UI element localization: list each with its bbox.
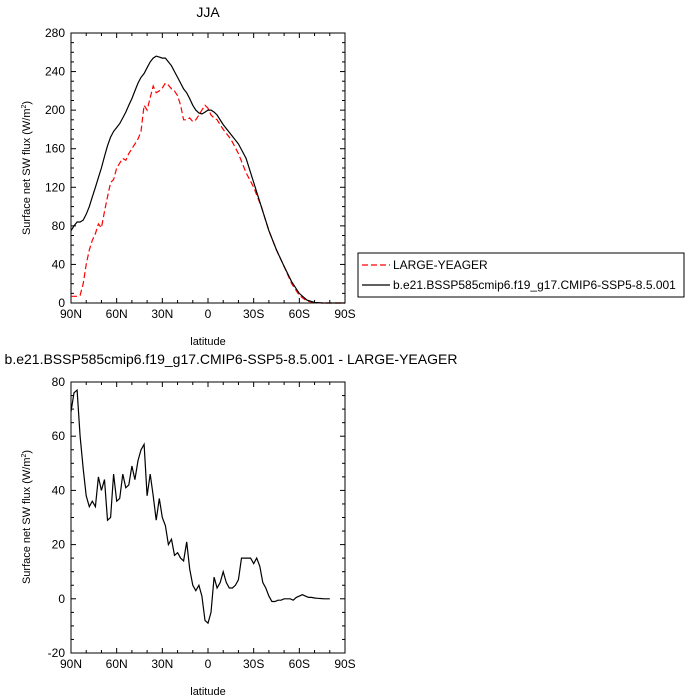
- x-tick-label-90s: 90S: [334, 307, 355, 321]
- x-tick-label-30n: 30N: [151, 657, 173, 671]
- chart-title: JJA: [196, 4, 220, 20]
- series-lines: [70, 55, 345, 304]
- y-axis: 0 40 80 120 160 200 240 280: [45, 26, 345, 310]
- x-tick-label-90n: 90N: [60, 307, 82, 321]
- panel-bottom-difference: b.e21.BSSP585cmip6.f19_g17.CMIP6-SSP5-8.…: [5, 351, 458, 698]
- y-tick-label-120: 120: [45, 180, 65, 194]
- y-tick-label-40: 40: [52, 257, 66, 271]
- plot-area: 90N 60N 30N 0 30S 60S 90S -20 0 20 40 60 80: [48, 375, 356, 671]
- y-tick-label-40: 40: [52, 483, 66, 497]
- x-tick-label-90s: 90S: [334, 657, 355, 671]
- x-tick-label-0: 0: [205, 307, 212, 321]
- legend: LARGE-YEAGER b.e21.BSSP585cmip6.f19_g17.…: [357, 252, 685, 298]
- x-tick-label-30s: 30S: [243, 307, 264, 321]
- y-tick-label--20: -20: [48, 646, 66, 660]
- y-axis-label: Surface net SW flux (W/m2): [21, 450, 33, 584]
- y-tick-label-240: 240: [45, 65, 65, 79]
- y-tick-label-80: 80: [52, 219, 66, 233]
- plot-frame: [70, 381, 346, 654]
- x-tick-label-0: 0: [205, 657, 212, 671]
- x-axis-label: latitude: [190, 336, 225, 348]
- panel-top-jja: JJA 90N 60N 30N 0 30S 60S 90S 0 40 80 120 160 200 24…: [21, 4, 685, 348]
- x-tick-label-60n: 60N: [106, 657, 128, 671]
- plot-frame: [70, 32, 346, 304]
- series-line-difference-0: [70, 388, 330, 625]
- x-tick-label-30n: 30N: [151, 307, 173, 321]
- y-tick-label-20: 20: [52, 538, 66, 552]
- y-tick-label-200: 200: [45, 103, 65, 117]
- y-tick-label-0: 0: [58, 296, 65, 310]
- y-tick-label-60: 60: [52, 429, 66, 443]
- y-tick-label-160: 160: [45, 142, 65, 156]
- series-line-large-yeager: [71, 82, 345, 304]
- legend-label-large-yeager: LARGE-YEAGER: [393, 258, 488, 272]
- x-axis: 90N 60N 30N 0 30S 60S 90S: [60, 382, 356, 671]
- x-tick-label-30s: 30S: [243, 657, 264, 671]
- y-axis-label: Surface net SW flux (W/m2): [21, 101, 33, 235]
- x-tick-label-60s: 60S: [289, 657, 310, 671]
- y-axis: -20 0 20 40 60 80: [48, 375, 345, 660]
- x-tick-label-60s: 60S: [289, 307, 310, 321]
- x-axis: 90N 60N 30N 0 30S 60S 90S: [60, 33, 356, 321]
- chart-title: b.e21.BSSP585cmip6.f19_g17.CMIP6-SSP5-8.…: [5, 351, 458, 367]
- x-tick-label-90n: 90N: [60, 657, 82, 671]
- legend-box: [357, 252, 685, 298]
- y-tick-label-280: 280: [45, 26, 65, 40]
- x-tick-label-60n: 60N: [106, 307, 128, 321]
- legend-label-ssp585: b.e21.BSSP585cmip6.f19_g17.CMIP6-SSP5-8.…: [393, 278, 676, 292]
- series-line-b-e21-bssp585cmip6-f19-g17-cmip6-ssp5-8-5-001: [70, 55, 345, 304]
- plot-area: 90N 60N 30N 0 30S 60S 90S 0 40 80 120 160 200 240 280: [45, 26, 356, 321]
- x-axis-label: latitude: [190, 686, 225, 698]
- y-tick-label-80: 80: [52, 375, 66, 389]
- series-lines: [70, 388, 330, 625]
- y-tick-label-0: 0: [58, 592, 65, 606]
